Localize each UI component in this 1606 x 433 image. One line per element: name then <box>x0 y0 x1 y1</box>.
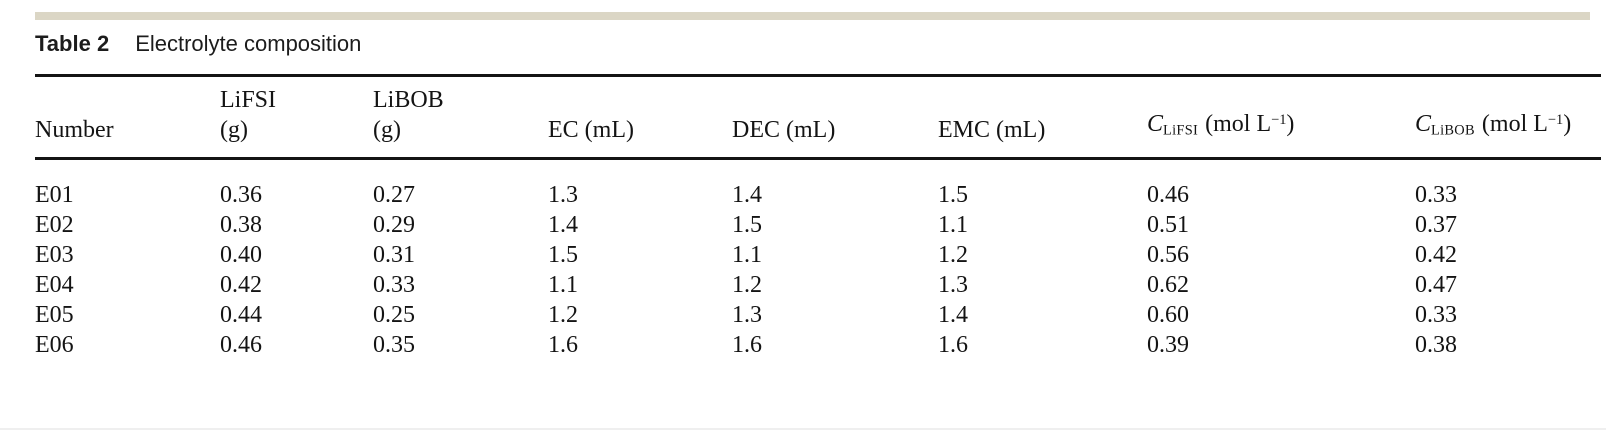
table-row: E01 0.36 0.27 1.3 1.4 1.5 0.46 0.33 <box>35 159 1601 211</box>
cell: 0.46 <box>220 332 262 358</box>
cell: 1.3 <box>548 182 578 208</box>
concentration-symbol: C <box>1147 110 1164 137</box>
cell: 1.3 <box>732 302 762 328</box>
col-header-number: Number <box>35 75 220 160</box>
concentration-symbol: C <box>1415 110 1432 137</box>
cell: 0.38 <box>1415 332 1457 358</box>
table-label: Table 2 <box>35 31 110 56</box>
table-row: E04 0.42 0.33 1.1 1.2 1.3 0.62 0.47 <box>35 270 1601 300</box>
header-row: Number LiFSI (g) LiBOB (g) EC (mL) DEC (… <box>35 75 1601 160</box>
table-title: Electrolyte composition <box>135 31 362 56</box>
cell: 0.46 <box>1147 182 1189 208</box>
cell: 1.6 <box>732 332 762 358</box>
cell: 0.44 <box>220 302 262 328</box>
unit-close-paren: ) <box>1286 110 1295 137</box>
cell: 1.6 <box>938 332 968 358</box>
table-accent-bar <box>35 12 1590 20</box>
unit-close-paren: ) <box>1563 110 1572 137</box>
cell: 0.33 <box>373 272 415 298</box>
unit-exponent: −1 <box>1547 111 1564 128</box>
cell: 1.5 <box>938 182 968 208</box>
cell: 1.5 <box>732 212 762 238</box>
col-header-c-lifsi: CLiFSI (mol L−1) <box>1147 75 1415 160</box>
cell: 0.31 <box>373 242 415 268</box>
header-unit: (mol L <box>1205 110 1272 137</box>
cell: 1.1 <box>732 242 762 268</box>
cell: 0.42 <box>220 272 262 298</box>
cell: 0.47 <box>1415 272 1457 298</box>
cell: E03 <box>35 242 74 268</box>
cell: 0.37 <box>1415 212 1457 238</box>
table-header: Number LiFSI (g) LiBOB (g) EC (mL) DEC (… <box>35 75 1601 160</box>
col-header-ec: EC (mL) <box>548 75 732 160</box>
header-unit: (g) <box>373 117 401 143</box>
cell: 0.27 <box>373 182 415 208</box>
col-header-dec: DEC (mL) <box>732 75 938 160</box>
cell: 0.38 <box>220 212 262 238</box>
cell: E06 <box>35 332 74 358</box>
col-header-emc: EMC (mL) <box>938 75 1147 160</box>
cell: 0.40 <box>220 242 262 268</box>
header-unit: (g) <box>220 117 248 143</box>
cell: 0.39 <box>1147 332 1189 358</box>
cell: E02 <box>35 212 74 238</box>
cell: E01 <box>35 182 74 208</box>
concentration-subscript: LiBOB <box>1431 122 1475 138</box>
cell: 1.4 <box>548 212 578 238</box>
cell: 1.1 <box>938 212 968 238</box>
concentration-subscript: LiFSI <box>1163 122 1199 138</box>
header-label: EC (mL) <box>548 117 634 143</box>
cell: 1.1 <box>548 272 578 298</box>
header-unit: (mol L <box>1481 110 1548 137</box>
cell: 0.56 <box>1147 242 1189 268</box>
cell: 0.36 <box>220 182 262 208</box>
cell: 0.33 <box>1415 302 1457 328</box>
table-body: E01 0.36 0.27 1.3 1.4 1.5 0.46 0.33 E02 0.38 0.29 1… <box>35 159 1601 361</box>
cell: E05 <box>35 302 74 328</box>
table-row: E05 0.44 0.25 1.2 1.3 1.4 0.60 0.33 <box>35 300 1601 330</box>
cell: 1.4 <box>938 302 968 328</box>
cell: 0.62 <box>1147 272 1189 298</box>
unit-exponent: −1 <box>1271 111 1287 128</box>
cell: 1.4 <box>732 182 762 208</box>
col-header-c-libob: CLiBOB (mol L−1) <box>1415 75 1601 160</box>
table-row: E03 0.40 0.31 1.5 1.1 1.2 0.56 0.42 <box>35 240 1601 270</box>
cell: 1.6 <box>548 332 578 358</box>
cell: 0.35 <box>373 332 415 358</box>
col-header-libob-mass: LiBOB (g) <box>373 75 548 160</box>
cell: 1.5 <box>548 242 578 268</box>
cell: 0.33 <box>1415 182 1457 208</box>
header-label: DEC (mL) <box>732 117 836 143</box>
cell: 1.2 <box>732 272 762 298</box>
electrolyte-composition-table: Number LiFSI (g) LiBOB (g) EC (mL) DEC (… <box>35 74 1601 360</box>
header-label: LiFSI <box>220 87 277 113</box>
cell: 0.51 <box>1147 212 1189 238</box>
table-caption: Table 2 Electrolyte composition <box>35 31 361 57</box>
cell: 0.60 <box>1147 302 1189 328</box>
cell: E04 <box>35 272 74 298</box>
cell: 0.42 <box>1415 242 1457 268</box>
header-label: EMC (mL) <box>938 117 1046 143</box>
header-label: Number <box>35 117 114 143</box>
cell: 1.3 <box>938 272 968 298</box>
cell: 1.2 <box>548 302 578 328</box>
header-label: LiBOB <box>373 87 444 113</box>
cell: 1.2 <box>938 242 968 268</box>
page-bottom-divider <box>0 428 1606 430</box>
table-row: E02 0.38 0.29 1.4 1.5 1.1 0.51 0.37 <box>35 210 1601 240</box>
table-row: E06 0.46 0.35 1.6 1.6 1.6 0.39 0.38 <box>35 330 1601 360</box>
cell: 0.29 <box>373 212 415 238</box>
col-header-lifsi-mass: LiFSI (g) <box>220 75 373 160</box>
cell: 0.25 <box>373 302 415 328</box>
